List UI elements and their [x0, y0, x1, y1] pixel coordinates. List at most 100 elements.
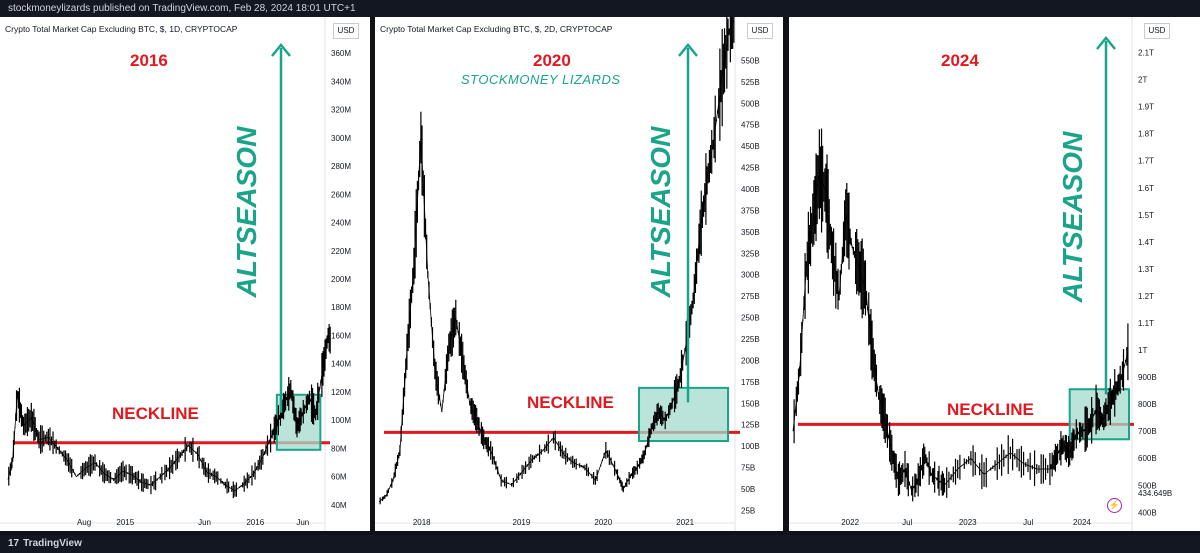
price-line-segment [383, 496, 386, 499]
price-line-segment [132, 474, 135, 477]
price-line-segment [674, 392, 677, 397]
price-line-segment [319, 381, 322, 389]
price-line-segment [675, 388, 678, 393]
x-tick-label: Jul [1023, 518, 1033, 527]
price-line-segment [642, 454, 645, 458]
price-line-segment [955, 468, 959, 472]
price-line-segment [931, 474, 933, 476]
price-line-segment [495, 465, 499, 471]
tradingview-logo[interactable]: 17 TradingView [8, 538, 82, 549]
currency-button[interactable]: USD [1144, 23, 1170, 39]
price-line-segment [129, 473, 131, 475]
y-tick-label: 1.2T [1138, 292, 1154, 301]
price-line-segment [1062, 444, 1065, 447]
currency-button[interactable]: USD [333, 23, 359, 39]
price-line-segment [620, 483, 623, 487]
price-line-segment [728, 28, 731, 33]
price-line-segment [230, 487, 232, 490]
price-line-segment [1058, 449, 1061, 453]
y-tick-label: 350B [741, 228, 760, 237]
price-line-segment [858, 268, 861, 273]
price-line-segment [1104, 412, 1107, 416]
price-line-segment [305, 402, 308, 405]
price-line-segment [114, 476, 118, 479]
price-line-segment [796, 381, 799, 392]
price-line-segment [612, 464, 615, 469]
price-line-segment [463, 367, 466, 375]
price-line-segment [166, 469, 169, 472]
price-line-segment [588, 471, 591, 475]
price-line-segment [119, 472, 122, 475]
price-line-segment [678, 375, 681, 382]
price-line-segment [311, 403, 313, 407]
price-line-segment [7, 476, 10, 480]
price-line-segment [565, 455, 568, 458]
price-line-segment [544, 445, 547, 449]
price-line-segment [28, 418, 31, 421]
y-tick-label: 450B [741, 142, 760, 151]
price-line-segment [847, 225, 850, 232]
price-line-segment [228, 486, 231, 489]
price-line-segment [516, 475, 519, 479]
price-line-segment [271, 431, 274, 435]
price-line-segment [256, 465, 259, 469]
price-line-segment [546, 443, 549, 447]
price-line-segment [798, 371, 800, 382]
price-line-segment [863, 284, 866, 288]
price-line-segment [414, 223, 417, 245]
price-line-segment [63, 455, 66, 459]
price-line-segment [823, 186, 826, 191]
price-line-segment [921, 463, 923, 468]
price-line-segment [625, 482, 628, 485]
chart-panel-2016[interactable]: 360M 340M 320M 300M 280M 260M 240M 220M 200M 180M… [0, 17, 370, 531]
price-line-segment [189, 446, 192, 449]
price-line-segment [178, 454, 181, 458]
price-line-segment [699, 223, 702, 232]
lightning-icon[interactable]: ⚡ [1107, 498, 1122, 513]
price-line-segment [838, 282, 841, 296]
price-line-segment [460, 346, 462, 354]
price-line-segment [924, 455, 927, 459]
currency-button[interactable]: USD [747, 23, 773, 39]
price-line-segment [624, 484, 626, 488]
price-line-segment [161, 473, 164, 476]
tradingview-logo-text: TradingView [23, 538, 82, 549]
price-line-segment [1126, 351, 1129, 357]
price-line-segment [877, 388, 880, 397]
price-line-segment [427, 274, 430, 291]
price-line-segment [418, 158, 421, 181]
price-line-segment [862, 281, 865, 285]
price-line-segment [17, 399, 20, 406]
price-line-segment [988, 468, 991, 472]
y-tick-label: 340M [331, 77, 351, 86]
price-line-segment [525, 465, 528, 468]
price-line-segment [267, 441, 270, 446]
price-line-segment [871, 349, 874, 358]
price-line-segment [304, 404, 307, 408]
price-line-segment [1027, 465, 1031, 467]
price-line-segment [811, 220, 814, 229]
price-line-segment [718, 94, 721, 104]
price-line-segment [866, 298, 869, 309]
price-line-segment [465, 381, 468, 390]
price-line-segment [1096, 411, 1099, 414]
price-line-segment [9, 466, 12, 470]
y-tick-label: 1.6T [1138, 184, 1154, 193]
price-line-segment [595, 475, 598, 481]
price-line-segment [915, 481, 918, 484]
chart-panel-2024[interactable]: 2.1T 2T 1.9T 1.8T 1.7T 1.6T 1.5T 1.4T 1.3T 1.2T 1.… [789, 17, 1200, 531]
price-line-segment [456, 324, 459, 332]
price-line-segment [489, 448, 492, 451]
chart-panel-2020[interactable]: 550B 525B 500B 475B 450B 425B 400B 375B 350B 325B… [375, 17, 783, 531]
price-line-segment [715, 111, 718, 121]
price-line-segment [1088, 425, 1090, 427]
price-line-segment [239, 485, 242, 488]
price-line-segment [100, 469, 104, 473]
price-line-segment [1105, 409, 1108, 413]
price-line-segment [51, 440, 54, 444]
price-line-segment [934, 476, 936, 479]
price-line-segment [118, 473, 121, 476]
price-line-segment [462, 360, 465, 368]
price-line-segment [794, 401, 797, 412]
price-line-segment [916, 479, 919, 482]
